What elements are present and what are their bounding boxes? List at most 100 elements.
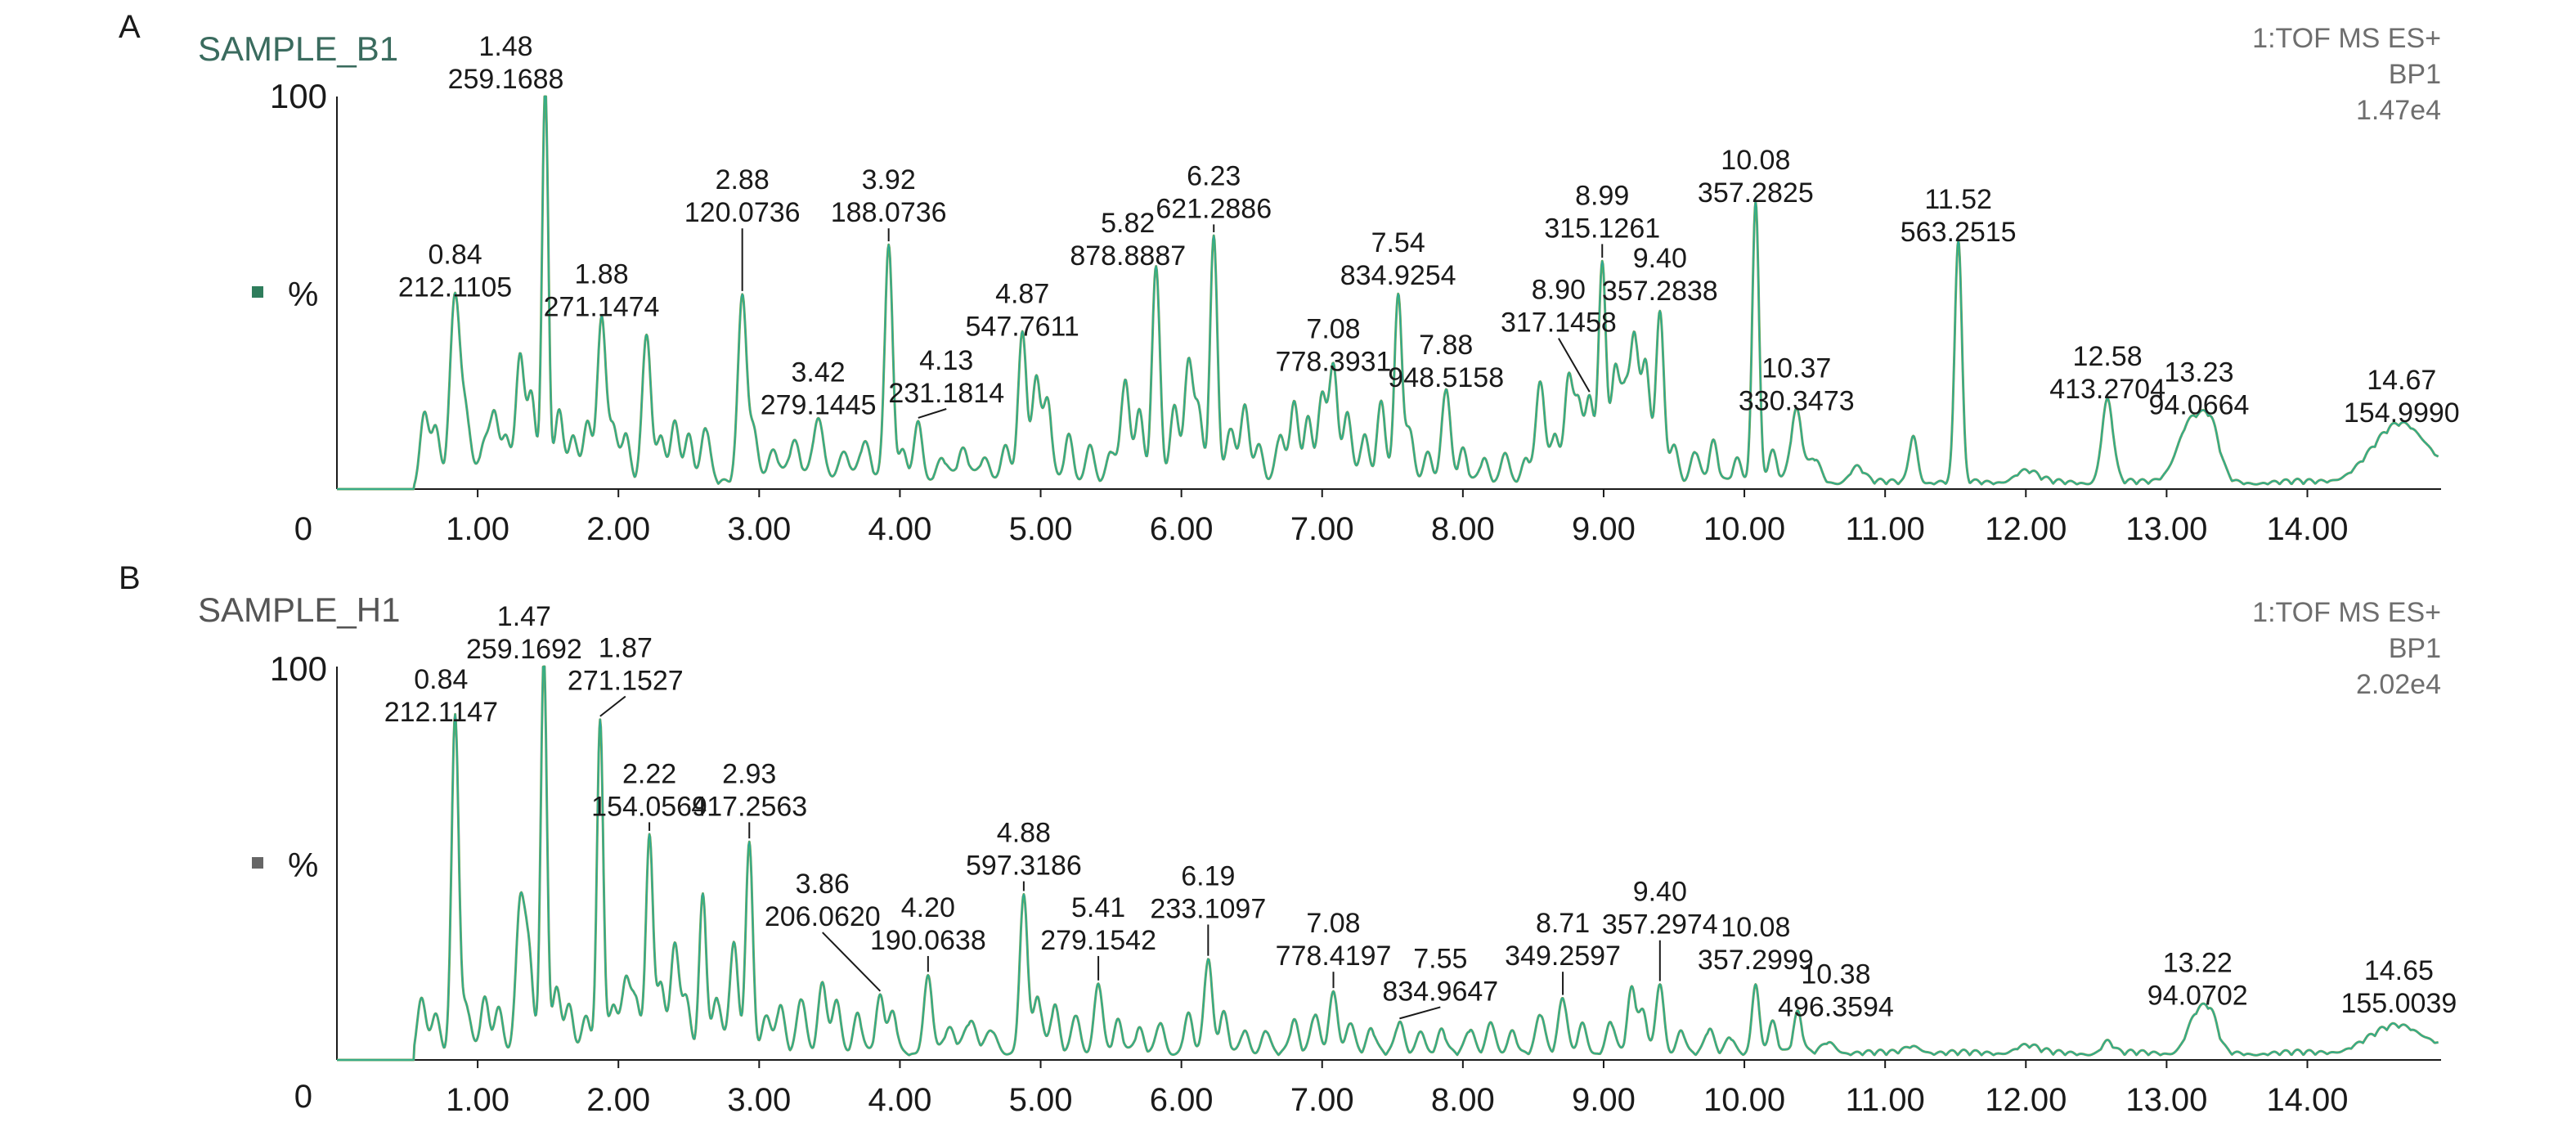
peak-rt-label: 14.67: [2367, 365, 2436, 396]
peak-rt-label: 6.19: [1181, 860, 1235, 891]
x-tick-label: 7.00: [1290, 511, 1354, 547]
ytick-100-a: 100: [270, 77, 327, 115]
x-tick-label: 10.00: [1703, 511, 1785, 547]
origin-label-a: 0: [294, 511, 312, 547]
peak-mz-label: 206.0620: [765, 901, 881, 932]
peak-rt-label: 3.86: [796, 869, 850, 900]
peak-mz-label: 315.1261: [1544, 213, 1660, 244]
peak-rt-label: 4.88: [997, 818, 1051, 849]
trace-teal-a: [337, 96, 2439, 490]
peak-mz-label: 357.2999: [1698, 945, 1814, 976]
peak-mz-label: 212.1147: [384, 697, 498, 728]
peak-rt-label: 10.37: [1761, 353, 1831, 384]
peak-mz-label: 496.3594: [1778, 992, 1894, 1023]
peak-mz-label: 597.3186: [966, 851, 1082, 882]
peak-rt-label: 10.38: [1801, 959, 1870, 990]
peak-mz-label: 357.2825: [1698, 177, 1814, 209]
x-tick-label: 1.00: [446, 1082, 509, 1118]
peak-rt-label: 1.48: [478, 31, 532, 62]
x-tick-label: 14.00: [2266, 1082, 2348, 1118]
peak-rt-label: 1.87: [599, 632, 653, 663]
peak-mz-label: 878.8887: [1070, 240, 1186, 272]
peak-rt-label: 0.84: [428, 239, 482, 270]
peak-rt-label: 11.52: [1924, 184, 1992, 215]
peak-leader-line: [822, 932, 882, 992]
x-tick-label: 13.00: [2125, 511, 2207, 547]
x-tick-label: 4.00: [868, 1082, 931, 1118]
peak-mz-label: 188.0736: [831, 197, 947, 228]
peak-leader-line: [918, 408, 947, 419]
peak-rt-label: 4.87: [995, 278, 1049, 309]
x-tick-label: 5.00: [1009, 511, 1073, 547]
peak-mz-label: 94.0702: [2147, 980, 2248, 1011]
x-tick-label: 4.00: [868, 511, 931, 547]
x-tick-label: 6.00: [1150, 511, 1214, 547]
peak-mz-label: 547.7611: [966, 311, 1079, 342]
peak-rt-label: 13.23: [2164, 357, 2233, 388]
peak-mz-label: 778.3931: [1276, 347, 1392, 378]
peak-leader-line: [599, 695, 626, 717]
peak-rt-label: 8.99: [1575, 180, 1629, 211]
peak-mz-label: 231.1814: [888, 378, 1004, 409]
peak-mz-label: 279.1445: [761, 389, 877, 420]
x-tick-label: 7.00: [1290, 1082, 1354, 1118]
x-tick-label: 8.00: [1431, 1082, 1495, 1118]
ylabel-percent-b: %: [288, 846, 318, 884]
x-tick-label: 3.00: [727, 511, 791, 547]
peak-rt-label: 2.88: [716, 164, 770, 195]
peak-mz-label: 279.1542: [1040, 925, 1156, 956]
peak-mz-label: 778.4197: [1276, 941, 1392, 972]
x-tick-label: 14.00: [2266, 511, 2348, 547]
ylabel-marker-a: [252, 286, 263, 298]
peak-rt-label: 2.22: [622, 758, 676, 789]
peak-mz-label: 413.2704: [2049, 374, 2165, 405]
peak-rt-label: 7.08: [1306, 908, 1360, 939]
peak-rt-label: 3.92: [862, 164, 916, 195]
meta-line-a-1: 1:TOF MS ES+: [2252, 23, 2441, 54]
peak-rt-label: 7.54: [1371, 227, 1425, 258]
peak-rt-label: 7.88: [1419, 330, 1473, 361]
peak-rt-label: 14.65: [2364, 955, 2434, 986]
peak-mz-label: 259.1692: [466, 634, 582, 665]
meta-line-b-1: 1:TOF MS ES+: [2252, 597, 2441, 628]
peak-mz-label: 834.9647: [1382, 976, 1498, 1007]
x-tick-label: 12.00: [1985, 511, 2067, 547]
peak-rt-label: 2.93: [722, 758, 776, 789]
ylabel-marker-b: [252, 857, 263, 869]
sample-title-a: SAMPLE_B1: [198, 29, 398, 68]
meta-line-a-2: BP1: [2389, 59, 2441, 90]
peak-mz-label: 271.1527: [568, 665, 684, 696]
peak-mz-label: 212.1105: [398, 272, 512, 303]
peak-rt-label: 1.47: [497, 601, 551, 632]
x-ticks-b: 1.00 2.00 3.00 4.00 5.00 6.00 7.00 8.00 9.00 10.0…: [446, 1060, 2349, 1118]
peak-rt-label: 8.71: [1536, 908, 1590, 939]
peak-rt-label: 0.84: [414, 664, 468, 695]
peak-rt-label: 1.88: [574, 258, 628, 290]
trace-group-a: [336, 95, 2439, 491]
